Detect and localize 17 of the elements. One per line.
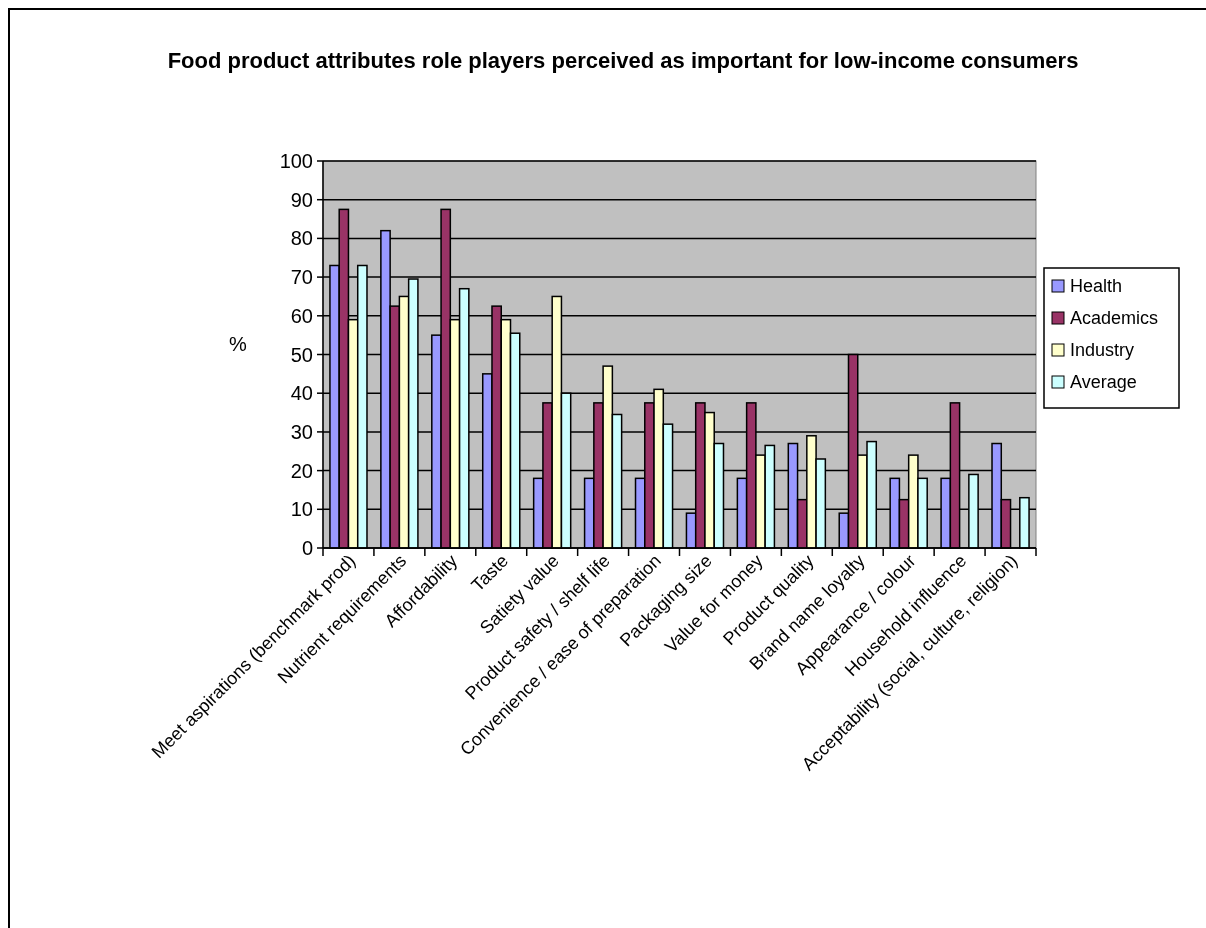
y-tick-label: 60 (290, 304, 313, 327)
y-tick-label: 0 (301, 537, 313, 559)
legend-label: Health (1070, 276, 1123, 297)
legend-label: Industry (1070, 340, 1135, 361)
y-tick-label: 10 (290, 498, 313, 521)
y-tick-label: 50 (290, 343, 313, 366)
legend-label: Average (1070, 372, 1137, 393)
y-tick-label: 30 (290, 420, 313, 443)
y-axis-title: % (229, 333, 248, 355)
y-tick-label: 40 (290, 382, 313, 405)
y-tick-label: 90 (290, 188, 313, 211)
y-tick-label: 70 (290, 266, 313, 289)
y-tick-label: 20 (290, 459, 313, 482)
legend-label: Academics (1070, 308, 1159, 329)
y-tick-label: 80 (290, 227, 313, 250)
y-tick-label: 100 (279, 150, 313, 172)
chart-title: Food product attributes role players perceived as important for low-income consumers (167, 48, 1079, 73)
